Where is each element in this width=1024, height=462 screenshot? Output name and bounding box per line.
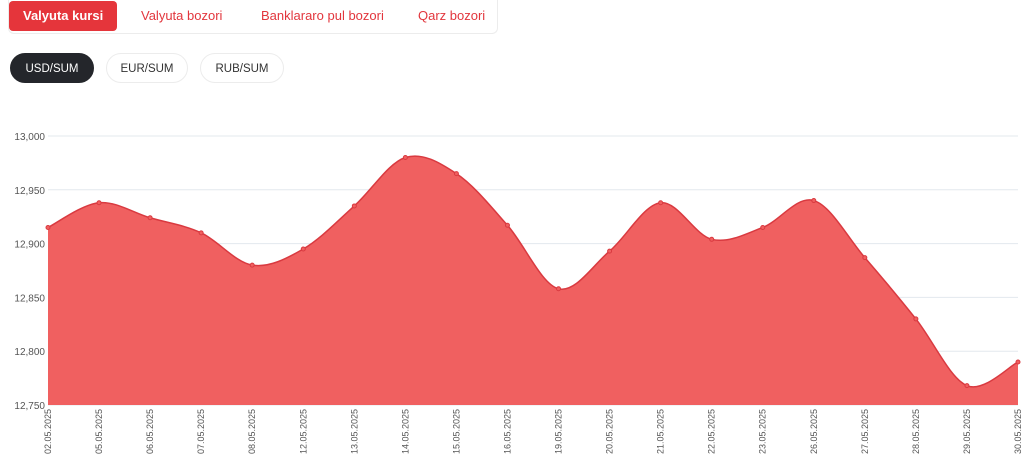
data-point — [147, 215, 153, 221]
pair-eur-sum[interactable]: EUR/SUM — [106, 53, 188, 83]
x-axis-ticks: 02.05.2025 05.05.2025 06.05.2025 07.05.2025… — [43, 409, 1023, 454]
data-point — [607, 248, 613, 254]
data-point — [658, 200, 664, 206]
data-point — [1015, 359, 1021, 365]
x-tick-label: 29.05.2025 — [962, 409, 972, 454]
x-tick-label: 07.05.2025 — [196, 409, 206, 454]
x-tick-label: 15.05.2025 — [451, 409, 461, 454]
data-point — [96, 200, 102, 206]
tab-qarz-bozori[interactable]: Qarz bozori — [418, 8, 486, 23]
x-tick-label: 21.05.2025 — [656, 409, 666, 454]
pair-usd-sum[interactable]: USD/SUM — [10, 53, 94, 83]
data-point — [45, 224, 51, 230]
data-point — [402, 155, 408, 161]
x-tick-label: 28.05.2025 — [911, 409, 921, 454]
y-tick-label: 12,850 — [14, 293, 45, 304]
tab-valyuta-kursi[interactable]: Valyuta kursi — [9, 1, 118, 31]
x-tick-label: 05.05.2025 — [94, 409, 104, 454]
tab-banklararo-pul-bozori[interactable]: Banklararo pul bozori — [261, 8, 384, 23]
data-point — [709, 236, 715, 242]
x-tick-label: 23.05.2025 — [758, 409, 768, 454]
data-point — [913, 316, 919, 322]
x-tick-label: 14.05.2025 — [400, 409, 410, 454]
data-point — [198, 230, 204, 236]
data-point — [964, 383, 970, 389]
x-tick-label: 20.05.2025 — [605, 409, 615, 454]
y-tick-label: 12,900 — [14, 240, 45, 251]
x-tick-label: 13.05.2025 — [349, 409, 359, 454]
data-points — [45, 155, 1021, 389]
x-tick-label: 06.05.2025 — [145, 409, 155, 454]
data-point — [811, 198, 817, 204]
x-tick-label: 26.05.2025 — [809, 409, 819, 454]
market-tabs: Valyuta kursi Valyuta bozori Banklararo … — [8, 0, 498, 34]
x-tick-label: 22.05.2025 — [707, 409, 717, 454]
data-point — [760, 224, 766, 230]
y-tick-label: 13,000 — [14, 132, 45, 143]
tab-valyuta-bozori[interactable]: Valyuta bozori — [141, 8, 223, 23]
y-tick-label: 12,800 — [14, 347, 45, 358]
data-point — [300, 246, 306, 252]
y-tick-label: 12,750 — [14, 401, 45, 412]
data-point — [249, 262, 255, 268]
pair-rub-sum[interactable]: RUB/SUM — [200, 53, 284, 83]
data-point — [862, 255, 868, 261]
rate-area — [48, 156, 1018, 405]
x-tick-label: 19.05.2025 — [554, 409, 564, 454]
y-tick-label: 12,950 — [14, 186, 45, 197]
data-point — [351, 203, 357, 209]
x-tick-label: 30.05.2025 — [1013, 409, 1023, 454]
x-tick-label: 08.05.2025 — [247, 409, 257, 454]
x-tick-label: 12.05.2025 — [298, 409, 308, 454]
y-axis-ticks: 12,750 12,800 12,850 12,900 12,950 13,000 — [14, 132, 45, 412]
x-tick-label: 27.05.2025 — [860, 409, 870, 454]
x-tick-label: 16.05.2025 — [502, 409, 512, 454]
data-point — [556, 286, 562, 292]
data-point — [504, 222, 510, 228]
x-tick-label: 02.05.2025 — [43, 409, 53, 454]
data-point — [453, 171, 459, 177]
